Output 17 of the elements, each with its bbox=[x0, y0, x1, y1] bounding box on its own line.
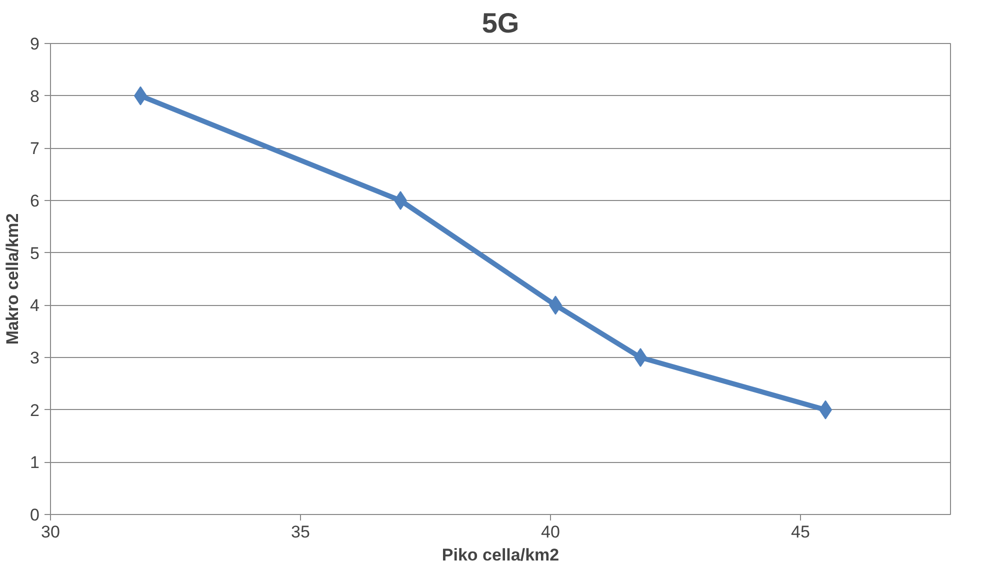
y-tick-label: 0 bbox=[30, 506, 40, 524]
x-tick-label: 45 bbox=[791, 522, 810, 542]
y-axis-title: Makro cella/km2 bbox=[3, 213, 22, 345]
y-tick-label: 2 bbox=[30, 400, 40, 420]
y-tick-label: 3 bbox=[30, 348, 40, 368]
x-tick-label: 30 bbox=[41, 522, 60, 542]
y-tick-label: 1 bbox=[30, 453, 40, 472]
y-tick-label: 5 bbox=[30, 244, 40, 263]
y-tick-label: 6 bbox=[30, 192, 40, 210]
x-axis-title: Piko cella/km2 bbox=[442, 546, 560, 564]
y-tick-label: 7 bbox=[30, 139, 40, 158]
chart-title: 5G bbox=[482, 8, 520, 38]
y-tick-label: 9 bbox=[30, 34, 40, 54]
y-tick-label: 4 bbox=[30, 296, 40, 316]
y-tick-label: 8 bbox=[30, 86, 40, 106]
x-tick-label: 40 bbox=[541, 522, 560, 542]
x-tick-label: 35 bbox=[291, 522, 310, 542]
